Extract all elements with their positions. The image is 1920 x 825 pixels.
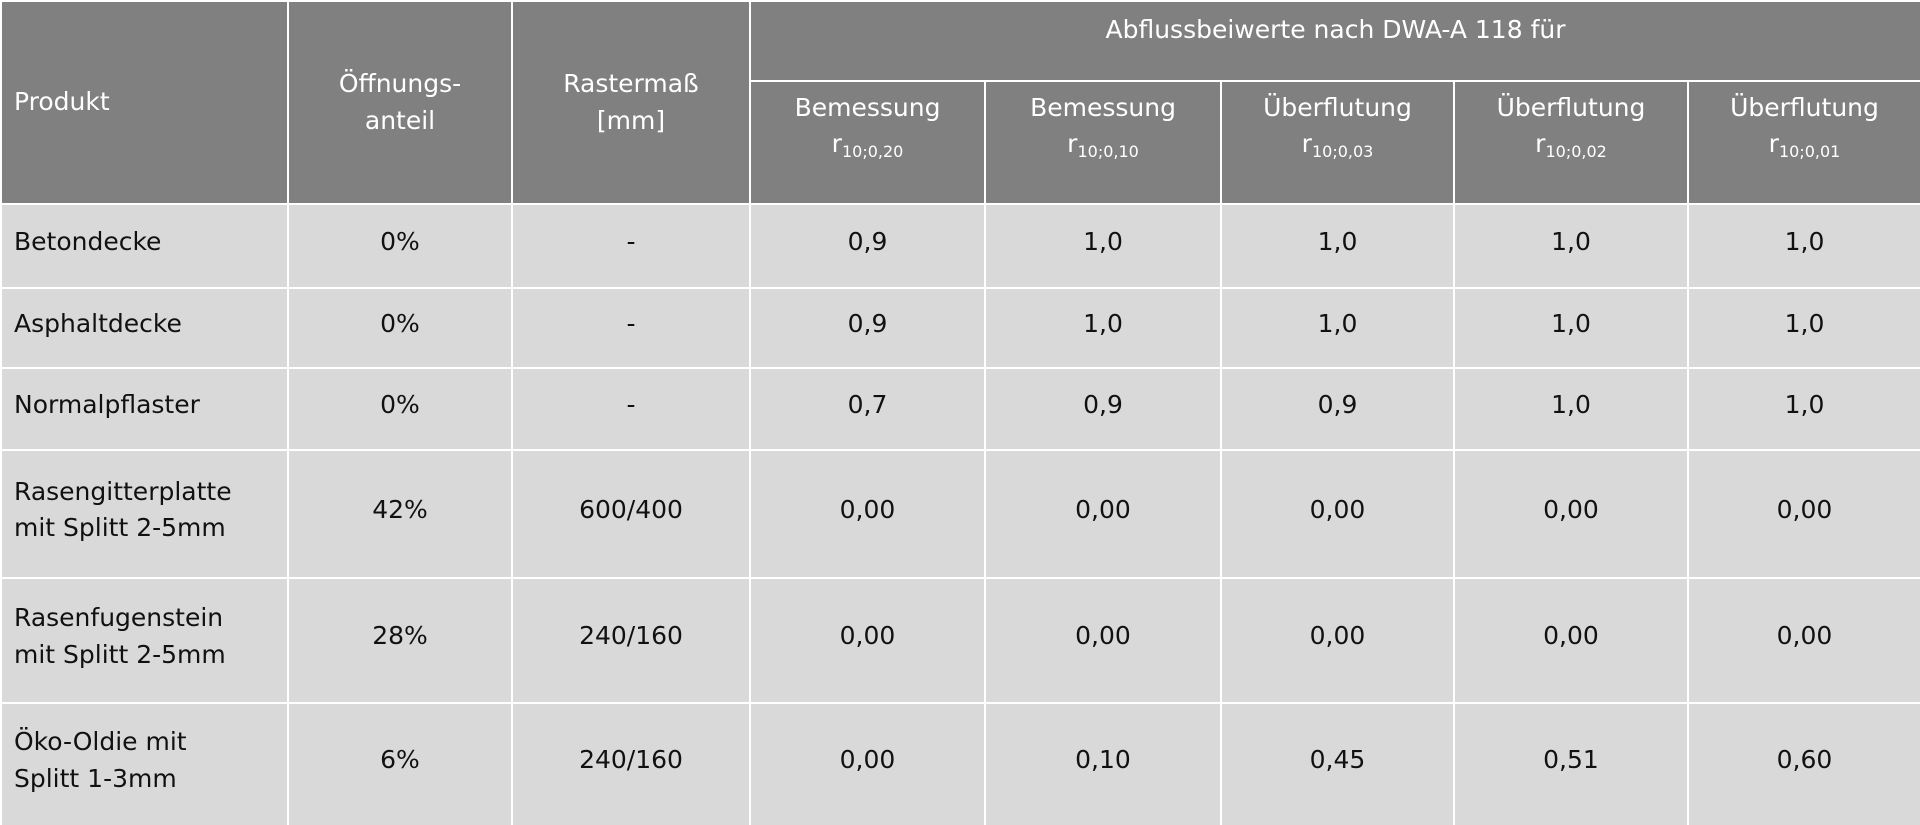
table-cell: 0,00 xyxy=(1687,577,1920,704)
table-cell: 0,10 xyxy=(984,702,1222,825)
table-row: Rasengitterplatte mit Splitt 2-5mm 42% 600/… xyxy=(0,449,1920,579)
table-cell: 1,0 xyxy=(1687,287,1920,369)
table-cell: 0,00 xyxy=(1220,449,1455,579)
header-column: Überflutung r10;0,01 xyxy=(1687,80,1920,205)
table-cell: 1,0 xyxy=(1220,287,1455,369)
table-cell: 0,00 xyxy=(984,577,1222,704)
table-cell: 0% xyxy=(287,203,513,289)
header-line: Rastermaß xyxy=(563,69,699,99)
table-cell: 0,00 xyxy=(749,449,986,579)
table-cell: 1,0 xyxy=(1453,203,1689,289)
column-label: Überflutung xyxy=(1263,93,1412,122)
header-line: anteil xyxy=(364,105,436,135)
table-cell: 42% xyxy=(287,449,513,579)
header-column: Überflutung r10;0,02 xyxy=(1453,80,1689,205)
table-cell: 0,60 xyxy=(1687,702,1920,825)
header-column: Bemessung r10;0,10 xyxy=(984,80,1222,205)
table-cell: 0,9 xyxy=(749,287,986,369)
table-cell: - xyxy=(511,367,751,451)
subscript: 10;0,02 xyxy=(1545,142,1607,162)
column-symbol: r10;0,01 xyxy=(1701,126,1908,163)
column-symbol: r10;0,10 xyxy=(998,126,1208,163)
product-cell: Normalpflaster xyxy=(0,367,289,451)
product-line: Rasenfugenstein xyxy=(14,603,224,633)
product-line: Normalpflaster xyxy=(14,389,200,419)
table-cell: 0,9 xyxy=(984,367,1222,451)
column-symbol: r10;0,02 xyxy=(1467,126,1675,163)
table-cell: 1,0 xyxy=(984,287,1222,369)
table-cell: 0% xyxy=(287,367,513,451)
table-row: Normalpflaster 0% -0,7 0,9 0,9 1,0 1,0 xyxy=(0,367,1920,451)
table-cell: 0,45 xyxy=(1220,702,1455,825)
column-label: Bemessung xyxy=(794,93,941,122)
table-cell: 240/160 xyxy=(511,702,751,825)
product-line: Betondecke xyxy=(14,226,162,256)
table-cell: 0,7 xyxy=(749,367,986,451)
header-column: Überflutung r10;0,03 xyxy=(1220,80,1455,205)
table-cell: 0,00 xyxy=(1453,577,1689,704)
table-cell: 0,00 xyxy=(1687,449,1920,579)
table-cell: 0,00 xyxy=(749,702,986,825)
symbol: r xyxy=(831,129,842,159)
table-cell: 0,00 xyxy=(984,449,1222,579)
column-label: Überflutung xyxy=(1496,93,1646,122)
subscript: 10;0,20 xyxy=(841,142,904,162)
product-line: Öko-Oldie mit xyxy=(14,727,187,757)
table-cell: 600/400 xyxy=(511,449,751,579)
table-cell: 1,0 xyxy=(1453,367,1689,451)
table-row: Asphaltdecke 0% -0,9 1,0 1,0 1,0 1,0 xyxy=(0,287,1920,369)
header-product: Produkt xyxy=(0,0,289,205)
symbol: r xyxy=(1067,129,1078,159)
table-cell: 6% xyxy=(287,702,513,825)
product-line: mit Splitt 2-5mm xyxy=(14,639,226,669)
table-cell: 28% xyxy=(287,577,513,704)
column-symbol: r10;0,03 xyxy=(1234,126,1441,163)
header-group: Abflussbeiwerte nach DWA-A 118 für xyxy=(749,0,1920,82)
header-opening: Öffnungs-anteil xyxy=(287,0,513,205)
symbol: r xyxy=(1535,129,1546,159)
table-cell: 0% xyxy=(287,287,513,369)
table-row: Rasenfugenstein mit Splitt 2-5mm 28% 240/16… xyxy=(0,577,1920,704)
table-cell: 240/160 xyxy=(511,577,751,704)
product-line: mit Splitt 2-5mm xyxy=(14,513,226,542)
product-line: Rasengitterplatte xyxy=(14,476,232,506)
column-symbol: r10;0,20 xyxy=(763,126,972,163)
table-cell: - xyxy=(511,203,751,289)
table-cell: 1,0 xyxy=(1220,203,1455,289)
table-cell: 0,9 xyxy=(749,203,986,289)
column-label: Bemessung xyxy=(1030,93,1176,122)
table-cell: 1,0 xyxy=(1687,203,1920,289)
header-line: Öffnungs- xyxy=(338,69,462,99)
table-cell: 0,51 xyxy=(1453,702,1689,825)
table-cell: 1,0 xyxy=(1453,287,1689,369)
product-cell: Rasengitterplatte mit Splitt 2-5mm xyxy=(0,449,289,579)
product-line: Splitt 1-3mm xyxy=(14,763,177,793)
table-cell: 0,00 xyxy=(749,577,986,704)
table-cell: 0,00 xyxy=(1453,449,1689,579)
table-cell: 0,00 xyxy=(1220,577,1455,704)
header-column: Bemessung r10;0,20 xyxy=(749,80,986,205)
column-label: Überflutung xyxy=(1730,93,1879,122)
table-cell: 0,9 xyxy=(1220,367,1455,451)
subscript: 10;0,10 xyxy=(1077,142,1139,162)
product-cell: Asphaltdecke xyxy=(0,287,289,369)
product-cell: Betondecke xyxy=(0,203,289,289)
header-line: [mm] xyxy=(596,105,666,135)
table-cell: - xyxy=(511,287,751,369)
symbol: r xyxy=(1301,129,1312,159)
subscript: 10;0,03 xyxy=(1311,142,1374,162)
product-cell: Öko-Oldie mit Splitt 1-3mm xyxy=(0,702,289,825)
subscript: 10;0,01 xyxy=(1778,142,1841,162)
table-row: Öko-Oldie mit Splitt 1-3mm 6% 240/160 0,00 0,… xyxy=(0,702,1920,825)
header-grid: Rastermaß [mm] xyxy=(511,0,751,205)
table-row: Betondecke 0% -0,9 1,0 1,0 1,0 1,0 xyxy=(0,203,1920,289)
product-line: Asphaltdecke xyxy=(14,308,182,338)
table-cell: 1,0 xyxy=(984,203,1222,289)
product-cell: Rasenfugenstein mit Splitt 2-5mm xyxy=(0,577,289,704)
table-cell: 1,0 xyxy=(1687,367,1920,451)
symbol: r xyxy=(1768,129,1779,159)
